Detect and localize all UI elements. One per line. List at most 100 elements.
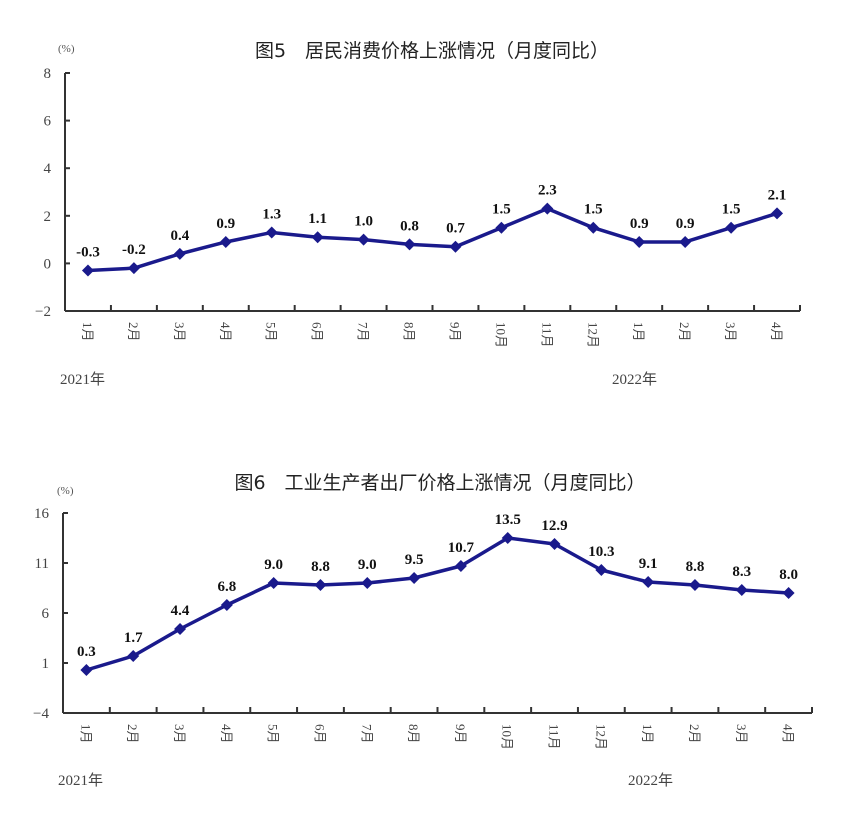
x-tick-label: 8月: [402, 322, 417, 342]
data-label: 8.8: [686, 559, 705, 575]
x-tick-label: 5月: [266, 724, 281, 744]
data-point-marker: [595, 564, 608, 576]
y-axis-unit: (%): [58, 43, 75, 55]
data-point-marker: [219, 235, 232, 248]
y-tick-label: 16: [34, 506, 50, 522]
data-label: 1.5: [492, 202, 511, 218]
data-label: -0.3: [76, 245, 100, 261]
x-tick-label: 6月: [310, 322, 325, 342]
data-point-marker: [688, 579, 701, 591]
y-tick-label: 4: [44, 161, 52, 177]
data-point-marker: [642, 576, 655, 588]
data-point-marker: [403, 238, 416, 251]
data-label: 8.8: [311, 559, 330, 575]
data-label: 2.1: [768, 187, 787, 203]
y-tick-label: 1: [42, 656, 50, 672]
data-label: 0.9: [630, 216, 649, 232]
data-label: 1.5: [584, 202, 603, 218]
chart-1: 图5 居民消费价格上涨情况（月度同比） (%) −2 0 2 4 6 8 1月 2月 3月 4月 5月 6…: [35, 40, 801, 388]
data-label: 8.0: [779, 567, 798, 583]
chart-title: 图5 居民消费价格上涨情况（月度同比）: [255, 40, 609, 62]
year-label: 2021年: [58, 772, 103, 789]
x-tick-label: 3月: [734, 724, 749, 744]
data-label: 12.9: [541, 518, 567, 534]
data-label: 9.0: [264, 557, 283, 573]
x-tick-label: 12月: [585, 322, 600, 348]
x-tick-label: 3月: [172, 724, 187, 744]
data-point-marker: [495, 221, 508, 234]
data-point-marker: [80, 664, 93, 676]
data-point-marker: [735, 584, 748, 596]
data-point-marker: [679, 235, 692, 248]
x-tick-label: 9月: [453, 724, 468, 744]
data-point-marker: [357, 233, 370, 246]
data-label: 1.3: [262, 206, 281, 222]
data-point-marker: [311, 231, 324, 244]
data-label: 0.7: [446, 221, 465, 237]
x-tick-label: 4月: [781, 724, 796, 744]
data-point-marker: [501, 532, 514, 544]
series-line: [87, 206, 778, 273]
data-point-marker: [548, 538, 561, 550]
data-label: 2.3: [538, 183, 557, 199]
data-label: 9.1: [639, 556, 658, 572]
data-point-marker: [633, 235, 646, 248]
x-tick-label: 6月: [312, 724, 327, 744]
data-label: 0.9: [216, 216, 235, 232]
data-point-marker: [408, 572, 421, 584]
data-label: 1.1: [308, 211, 327, 227]
data-point-marker: [220, 599, 233, 611]
x-tick-label: 10月: [493, 322, 508, 348]
data-point-marker: [127, 650, 140, 662]
data-point-marker: [454, 560, 467, 572]
data-point-marker: [771, 207, 784, 220]
x-tick-label: 5月: [264, 322, 279, 342]
data-label: 0.3: [77, 644, 96, 660]
x-tick-label: 2月: [125, 724, 140, 744]
x-tick-label: 2月: [687, 724, 702, 744]
x-tick-label: 4月: [769, 322, 784, 342]
x-tick-label: 4月: [218, 322, 233, 342]
y-tick-label: 6: [42, 606, 50, 622]
x-tick-label: 8月: [406, 724, 421, 744]
y-tick-label: 0: [44, 256, 52, 272]
data-label: 1.5: [722, 202, 741, 218]
x-tick-label: 3月: [723, 322, 738, 342]
x-tick-label: 11月: [547, 724, 562, 750]
chart-title: 图6 工业生产者出厂价格上涨情况（月度同比）: [234, 472, 645, 494]
series-line: [85, 536, 789, 672]
data-label: -0.2: [122, 242, 146, 258]
x-tick-label: 7月: [356, 322, 371, 342]
x-tick-label: 1月: [80, 322, 95, 342]
data-label: 9.5: [405, 552, 424, 568]
data-point-marker: [127, 262, 140, 275]
data-point-marker: [361, 577, 374, 589]
data-label: 10.7: [448, 540, 475, 556]
data-point-marker: [782, 587, 795, 599]
year-label: 2022年: [612, 371, 657, 388]
data-point-marker: [449, 240, 462, 253]
x-tick-label: 3月: [172, 322, 187, 342]
x-tick-label: 10月: [500, 724, 515, 750]
x-tick-label: 1月: [631, 322, 646, 342]
data-label: 0.4: [170, 228, 189, 244]
data-point-marker: [81, 264, 94, 277]
data-label: 8.3: [732, 564, 751, 580]
data-point-marker: [541, 202, 554, 215]
year-label: 2021年: [60, 371, 105, 388]
x-tick-label: 9月: [447, 322, 462, 342]
data-label: 0.8: [400, 218, 419, 234]
data-point-marker: [267, 577, 280, 589]
x-tick-label: 1月: [78, 724, 93, 744]
data-label: 6.8: [217, 579, 236, 595]
y-tick-label: 8: [44, 66, 52, 82]
data-label: 10.3: [588, 544, 614, 560]
data-label: 4.4: [171, 603, 190, 619]
data-point-marker: [174, 623, 187, 635]
data-label: 9.0: [358, 557, 377, 573]
x-tick-label: 12月: [593, 724, 608, 750]
y-tick-label: 2: [44, 209, 52, 225]
data-label: 13.5: [495, 512, 521, 528]
